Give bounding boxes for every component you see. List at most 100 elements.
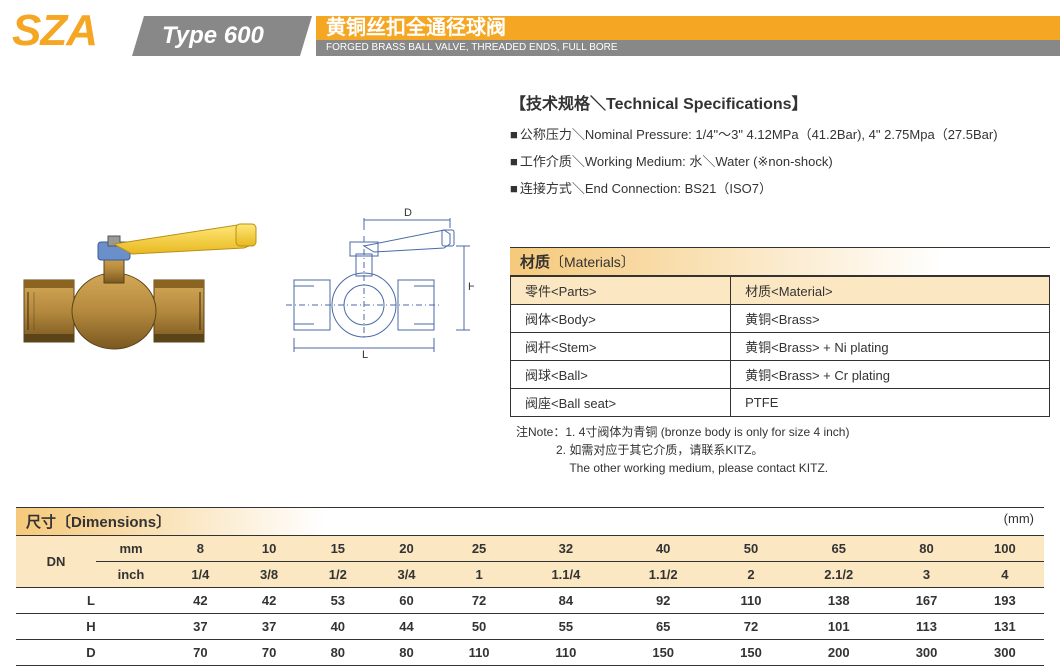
materials-cell: 黄铜<Brass>: [731, 305, 1050, 333]
dim-cell: 20: [372, 536, 441, 562]
dim-cell: 80: [372, 640, 441, 666]
materials-header-cn: 材质: [520, 254, 550, 271]
dim-cell: 193: [966, 588, 1044, 614]
dim-cell: 100: [966, 536, 1044, 562]
dimensions-section: 尺寸〔Dimensions〕 (mm) DNmm8101520253240506…: [0, 507, 1060, 666]
spec-line: 公称压力＼Nominal Pressure: 1/4"～3" 4.12MPa（4…: [510, 124, 1050, 143]
dim-cell: 110: [441, 640, 517, 666]
title-english: FORGED BRASS BALL VALVE, THREADED ENDS, …: [316, 40, 1060, 56]
dim-cell: 110: [517, 640, 614, 666]
dim-cell: 80: [303, 640, 372, 666]
dim-cell: 2: [712, 562, 790, 588]
dim-cell: 167: [887, 588, 965, 614]
dim-cell: 101: [790, 614, 887, 640]
dim-cell: 32: [517, 536, 614, 562]
specs-title: 【技术规格＼Technical Specifications】: [510, 90, 1050, 114]
dim-cell: 44: [372, 614, 441, 640]
dim-cell: 131: [966, 614, 1044, 640]
dim-cell: inch: [96, 562, 166, 588]
title-box: 黄铜丝扣全通径球阀 FORGED BRASS BALL VALVE, THREA…: [316, 16, 1060, 56]
spec-line: 工作介质＼Working Medium: 水＼Water (※non-shock…: [510, 151, 1050, 170]
materials-notes: 注Note：1. 4寸阀体为青铜 (bronze body is only fo…: [510, 423, 1050, 477]
model-box: SZA: [0, 2, 138, 60]
dim-cell: 37: [166, 614, 235, 640]
dim-cell: 65: [615, 614, 712, 640]
page-header: SZA Type 600 黄铜丝扣全通径球阀 FORGED BRASS BALL…: [0, 2, 1060, 60]
dim-cell: 200: [790, 640, 887, 666]
dim-cell: 300: [966, 640, 1044, 666]
dim-cell: 42: [235, 588, 304, 614]
dim-cell: 1: [441, 562, 517, 588]
dim-cell: 60: [372, 588, 441, 614]
dim-cell: 53: [303, 588, 372, 614]
dim-cell: 1.1/2: [615, 562, 712, 588]
dim-cell: 70: [235, 640, 304, 666]
dim-cell: 80: [887, 536, 965, 562]
dim-cell: 50: [712, 536, 790, 562]
materials-cell: 阀杆<Stem>: [511, 333, 731, 361]
dim-cell: mm: [96, 536, 166, 562]
materials-cell: 黄铜<Brass> + Ni plating: [731, 333, 1050, 361]
title-chinese: 黄铜丝扣全通径球阀: [316, 16, 1060, 40]
dim-cell: 70: [166, 640, 235, 666]
dim-cell: 2.1/2: [790, 562, 887, 588]
dim-cell: 8: [166, 536, 235, 562]
dim-cell: 3/8: [235, 562, 304, 588]
dim-cell: 25: [441, 536, 517, 562]
dim-cell: 150: [712, 640, 790, 666]
dimension-diagram: D H L: [274, 190, 474, 360]
materials-cell: 阀座<Ball seat>: [511, 389, 731, 417]
dim-cell: 3: [887, 562, 965, 588]
dimensions-header: 尺寸〔Dimensions〕 (mm): [16, 507, 1044, 536]
dim-cell: 50: [441, 614, 517, 640]
image-area: D H L: [0, 90, 510, 477]
dim-h-label: H: [468, 281, 474, 293]
dim-cell: 300: [887, 640, 965, 666]
dim-cell: 72: [441, 588, 517, 614]
model-code: SZA: [0, 2, 138, 60]
dim-l-label: L: [362, 349, 368, 360]
dim-cell: L: [16, 588, 166, 614]
materials-cell: PTFE: [731, 389, 1050, 417]
materials-section: 材质〔Materials〕 零件<Parts>材质<Material>阀体<Bo…: [510, 247, 1050, 477]
dim-cell: H: [16, 614, 166, 640]
dim-cell: 65: [790, 536, 887, 562]
type-box: Type 600: [132, 16, 312, 56]
dim-cell: 55: [517, 614, 614, 640]
dim-cell: 15: [303, 536, 372, 562]
materials-header-cell: 零件<Parts>: [511, 277, 731, 305]
materials-cell: 阀球<Ball>: [511, 361, 731, 389]
note-label: 注Note：: [516, 425, 565, 439]
dim-cell: D: [16, 640, 166, 666]
dim-cell: 4: [966, 562, 1044, 588]
dim-cell: 110: [712, 588, 790, 614]
dim-cell: 10: [235, 536, 304, 562]
dim-cell: 92: [615, 588, 712, 614]
type-label: Type 600: [162, 22, 264, 50]
dim-cell: 113: [887, 614, 965, 640]
dim-cell: 150: [615, 640, 712, 666]
dim-cell: 1.1/4: [517, 562, 614, 588]
materials-header-en: 〔Materials〕: [550, 254, 635, 270]
product-photo: [4, 200, 264, 360]
dim-cell: 40: [615, 536, 712, 562]
dim-cell: 84: [517, 588, 614, 614]
dim-cell: 3/4: [372, 562, 441, 588]
dim-cell: 138: [790, 588, 887, 614]
materials-cell: 阀体<Body>: [511, 305, 731, 333]
dim-cell: 1/4: [166, 562, 235, 588]
materials-cell: 黄铜<Brass> + Cr plating: [731, 361, 1050, 389]
dim-d-label: D: [404, 207, 412, 219]
spec-line: 连接方式＼End Connection: BS21（ISO7）: [510, 178, 1050, 197]
materials-header-cell: 材质<Material>: [731, 277, 1050, 305]
specs-list: 公称压力＼Nominal Pressure: 1/4"～3" 4.12MPa（4…: [510, 124, 1050, 197]
materials-table: 零件<Parts>材质<Material>阀体<Body>黄铜<Brass>阀杆…: [510, 276, 1050, 417]
dim-cell: DN: [16, 536, 96, 588]
dim-cell: 1/2: [303, 562, 372, 588]
dim-cell: 40: [303, 614, 372, 640]
dim-cell: 42: [166, 588, 235, 614]
dimensions-header-cn: 尺寸: [26, 514, 56, 531]
dimensions-unit: (mm): [1004, 511, 1034, 532]
materials-header: 材质〔Materials〕: [510, 247, 1050, 276]
dimensions-table: DNmm8101520253240506580100inch1/43/81/23…: [16, 536, 1044, 666]
